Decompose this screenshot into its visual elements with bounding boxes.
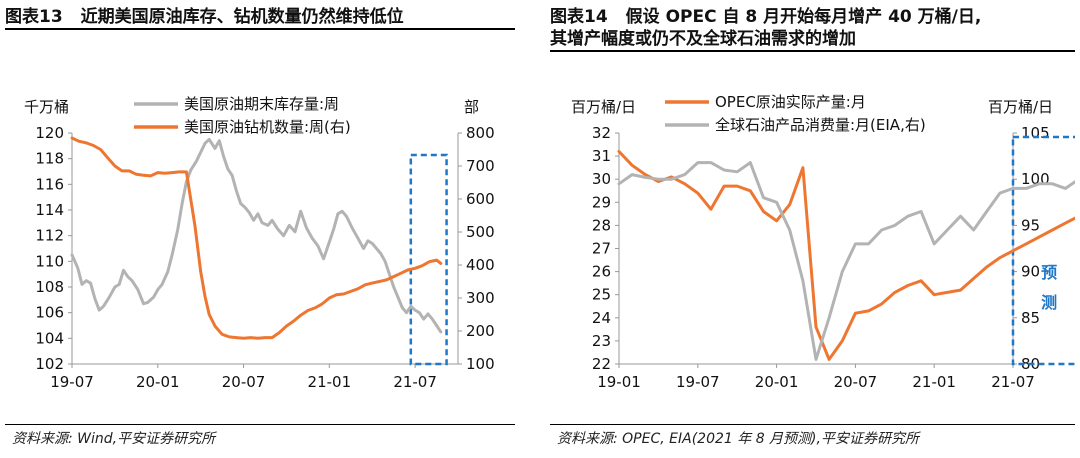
left-chart: 102 104 106 108 110 112 114 116 118 120 100 200 300 4…: [24, 95, 495, 391]
left-source: 资料来源: Wind,平安证券研究所: [12, 431, 216, 447]
right-ytick-left-label: 32: [592, 124, 611, 142]
right-xtick-label: 20-01: [755, 373, 799, 391]
right-panel: 图表14 假设 OPEC 自 8 月开始每月增产 40 万桶/日, 其增产幅度或仍…: [545, 0, 1075, 458]
left-ytick-right-label: 200: [466, 322, 495, 340]
right-xtick-label: 21-01: [912, 373, 956, 391]
left-xtick-label: 21-07: [393, 373, 437, 391]
left-ytick-left-label: 118: [35, 150, 64, 168]
right-title-line2: 其增产幅度或仍不及全球石油需求的增加: [550, 29, 856, 49]
right-source-rule: [550, 424, 1075, 425]
right-ytick-left-label: 24: [592, 309, 611, 327]
right-series-line-2: [617, 161, 1075, 361]
left-ytick-left-label: 102: [35, 355, 64, 373]
right-xtick-label: 21-07: [991, 373, 1035, 391]
left-legend-label-2: 美国原油钻机数量:周(右): [184, 118, 351, 136]
left-xtick-label: 21-01: [308, 373, 352, 391]
right-ytick-left-label: 22: [592, 355, 611, 373]
right-chart: 22232425262728293031328085909510010519-0…: [571, 93, 1075, 391]
right-xtick-label: 19-01: [597, 373, 641, 391]
right-ylabel-right: 百万桶/日: [988, 98, 1053, 116]
left-ytick-left-label: 104: [35, 329, 64, 347]
right-legend-label-1: OPEC原油实际产量:月: [715, 93, 866, 111]
left-title-prefix: 图表13: [5, 7, 63, 27]
left-ytick-left-label: 112: [35, 227, 64, 245]
left-ytick-right-label: 800: [466, 124, 495, 142]
left-highlight-box: [409, 153, 448, 366]
left-source-rule: [5, 424, 515, 425]
left-title: 图表13 近期美国原油库存、钻机数量仍然维持低位: [5, 6, 515, 30]
right-series-line-1: [617, 150, 1075, 361]
right-forecast-annotation: 预: [1041, 263, 1057, 282]
right-ytick-left-label: 25: [592, 286, 611, 304]
right-ytick-right-label: 105: [1021, 124, 1050, 142]
right-ytick-left-label: 31: [592, 147, 611, 165]
left-legend-label-1: 美国原油期末库存量:周: [184, 95, 339, 113]
left-ytick-left-label: 120: [35, 124, 64, 142]
right-ylabel-left: 百万桶/日: [571, 98, 636, 116]
left-xtick-label: 20-07: [222, 373, 266, 391]
left-ytick-left-label: 116: [35, 175, 64, 193]
right-ytick-left-label: 26: [592, 263, 611, 281]
left-ytick-right-label: 600: [466, 190, 495, 208]
right-ytick-left-label: 29: [592, 193, 611, 211]
left-ytick-right-label: 400: [466, 256, 495, 274]
left-ytick-right-label: 700: [466, 157, 495, 175]
left-ylabel-left: 千万桶: [24, 98, 69, 116]
left-ytick-left-label: 108: [35, 278, 64, 296]
right-ytick-left-label: 28: [592, 216, 611, 234]
left-ytick-left-label: 110: [35, 252, 64, 270]
right-ytick-right-label: 95: [1021, 216, 1040, 234]
right-title-prefix: 图表14: [550, 7, 608, 27]
right-title-line1: 假设 OPEC 自 8 月开始每月增产 40 万桶/日,: [625, 7, 982, 27]
left-series-line-2: [70, 136, 443, 340]
right-xtick-label: 20-07: [834, 373, 878, 391]
right-legend-label-2: 全球石油产品消费量:月(EIA,右): [715, 116, 926, 134]
left-panel: 图表13 近期美国原油库存、钻机数量仍然维持低位 102 104 106 108 110 1…: [0, 0, 520, 458]
right-ytick-left-label: 30: [592, 170, 611, 188]
left-xtick-label: 19-07: [50, 373, 94, 391]
left-ytick-right-label: 300: [466, 289, 495, 307]
left-ylabel-right: 部: [464, 98, 479, 116]
left-ytick-right-label: 100: [466, 355, 495, 373]
right-xtick-label: 19-07: [676, 373, 720, 391]
left-ytick-right-label: 500: [466, 223, 495, 241]
right-ytick-left-label: 23: [592, 332, 611, 350]
left-ytick-left-label: 106: [35, 304, 64, 322]
left-xtick-label: 20-01: [136, 373, 180, 391]
left-series-line-1: [70, 137, 443, 334]
left-title-text: 近期美国原油库存、钻机数量仍然维持低位: [80, 7, 404, 27]
right-forecast-annotation: 测: [1041, 293, 1057, 312]
left-ytick-left-label: 114: [35, 201, 64, 219]
right-ytick-left-label: 27: [592, 240, 611, 258]
right-title: 图表14 假设 OPEC 自 8 月开始每月增产 40 万桶/日, 其增产幅度或仍…: [550, 6, 1075, 52]
right-ytick-right-label: 85: [1021, 309, 1040, 327]
right-ytick-right-label: 90: [1021, 263, 1040, 281]
right-source: 资料来源: OPEC, EIA(2021 年 8 月预测),平安证券研究所: [557, 431, 919, 447]
